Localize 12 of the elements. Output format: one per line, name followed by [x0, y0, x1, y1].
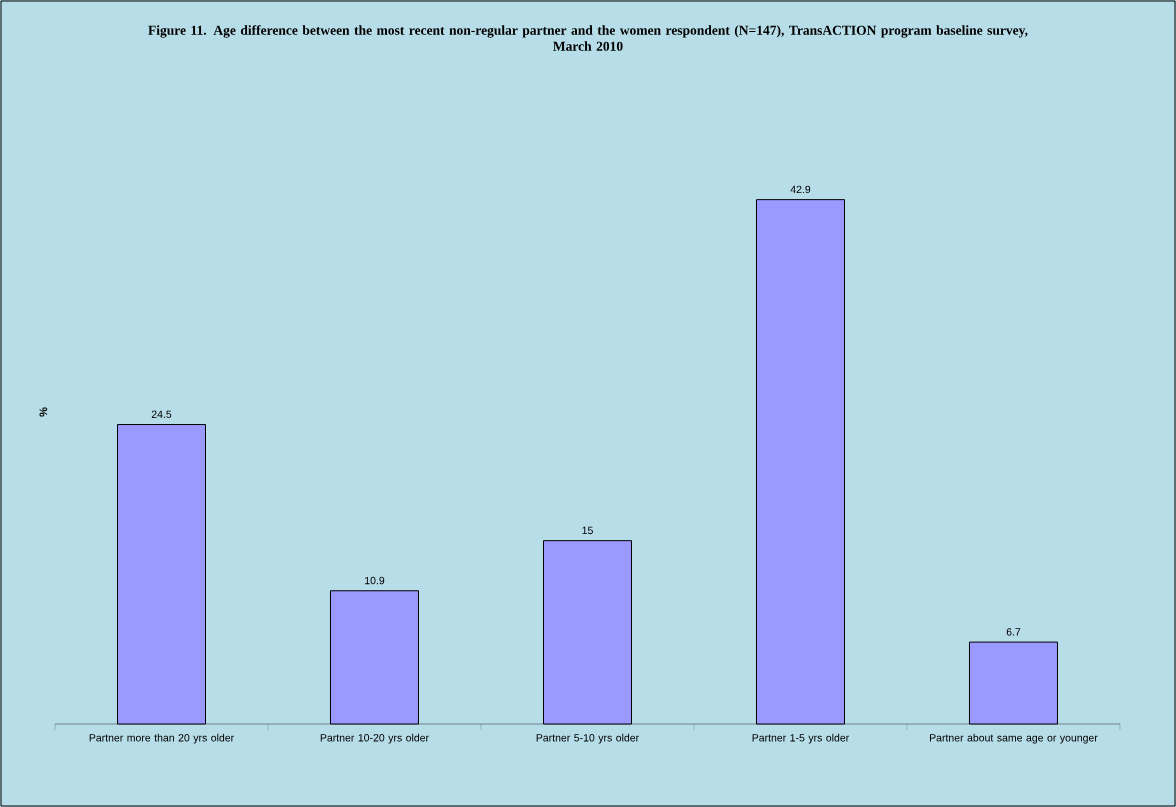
data-label: 15	[582, 526, 593, 535]
data-label: 42.9	[790, 185, 811, 194]
data-label: 24.5	[151, 410, 172, 419]
data-label: 6.7	[1006, 628, 1021, 636]
x-tick-label: Partner about same age or younger	[930, 733, 1098, 744]
x-tick-label: Partner more than 20 yrs older	[89, 733, 234, 744]
x-tick-label: Partner 5-10 yrs older	[536, 733, 639, 744]
chart-title: Figure 11. Age difference between the most recent non-regular partner and the women respondent (N=147), TransACTION program baseline survey, March 2010	[148, 25, 1028, 51]
x-tick-label: Partner 1-5 yrs older	[752, 733, 850, 744]
y-axis-title: %	[39, 407, 48, 417]
x-tick-label: Partner 10-20 yrs older	[320, 733, 429, 744]
data-label: 10.9	[365, 576, 385, 585]
